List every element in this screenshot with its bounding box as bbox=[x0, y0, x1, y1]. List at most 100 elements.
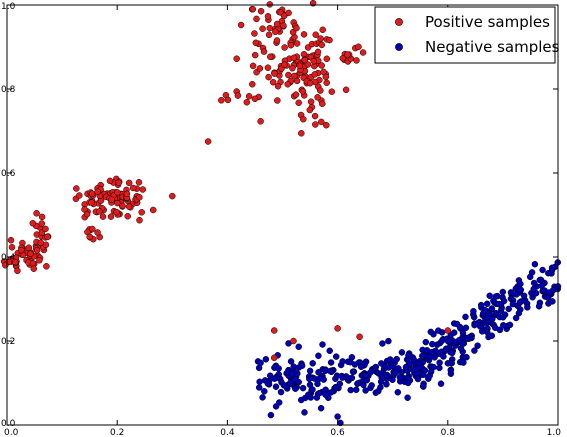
positive-sample-point bbox=[114, 189, 121, 196]
positive-sample-point bbox=[88, 199, 95, 206]
positive-sample-point bbox=[139, 186, 147, 193]
negative-sample-point bbox=[301, 409, 308, 416]
positive-sample-point bbox=[38, 213, 46, 221]
negative-sample-point bbox=[378, 374, 385, 381]
positive-sample-point bbox=[259, 25, 266, 32]
positive-sample-point bbox=[317, 35, 324, 42]
negative-sample-point bbox=[515, 309, 523, 317]
negative-sample-point bbox=[420, 371, 427, 378]
negative-sample-point bbox=[537, 276, 545, 284]
data-points-layer bbox=[0, 0, 562, 427]
negative-sample-point bbox=[422, 338, 430, 346]
positive-sample-point bbox=[129, 184, 137, 192]
negative-sample-point bbox=[477, 301, 485, 309]
negative-sample-point bbox=[362, 387, 369, 394]
negative-sample-point bbox=[275, 365, 282, 372]
negative-sample-point bbox=[277, 388, 285, 396]
negative-sample-point bbox=[319, 341, 326, 348]
positive-sample-point bbox=[300, 51, 308, 58]
positive-sample-point bbox=[18, 246, 25, 254]
negative-sample-point bbox=[548, 266, 556, 274]
negative-sample-point bbox=[392, 369, 399, 377]
negative-sample-point bbox=[535, 303, 543, 310]
positive-sample-point bbox=[29, 260, 37, 267]
positive-sample-point bbox=[149, 206, 157, 214]
legend-box bbox=[374, 6, 556, 64]
negative-sample-point bbox=[291, 376, 298, 383]
positive-sample-point bbox=[292, 91, 300, 98]
negative-sample-point bbox=[266, 372, 274, 379]
negative-sample-point bbox=[496, 300, 503, 308]
negative-sample-point bbox=[398, 349, 406, 356]
negative-sample-point bbox=[306, 367, 314, 375]
positive-sample-point bbox=[224, 96, 232, 104]
negative-sample-point bbox=[419, 383, 427, 390]
negative-sample-point bbox=[483, 319, 491, 327]
negative-sample-point bbox=[409, 366, 416, 373]
negative-sample-point bbox=[505, 305, 512, 313]
negative-sample-point bbox=[295, 364, 303, 371]
positive-sample-point bbox=[270, 354, 278, 362]
negative-sample-point bbox=[357, 363, 365, 371]
negative-sample-point bbox=[546, 289, 553, 296]
positive-sample-point bbox=[271, 70, 278, 77]
positive-sample-point bbox=[27, 250, 34, 258]
positive-sample-point bbox=[125, 203, 133, 210]
positive-sample-point bbox=[289, 64, 296, 72]
negative-sample-point bbox=[447, 366, 455, 374]
positive-sample-point bbox=[135, 179, 143, 186]
positive-sample-point bbox=[266, 24, 274, 32]
negative-sample-point bbox=[448, 349, 456, 357]
positive-sample-point bbox=[123, 190, 131, 198]
negative-sample-point bbox=[288, 370, 296, 378]
positive-sample-point bbox=[270, 327, 278, 334]
negative-sample-point bbox=[460, 359, 467, 366]
negative-sample-point bbox=[332, 353, 340, 360]
positive-sample-point bbox=[257, 118, 264, 125]
negative-sample-point bbox=[531, 260, 539, 268]
negative-sample-point bbox=[256, 378, 263, 386]
negative-sample-point bbox=[459, 329, 467, 337]
negative-sample-point bbox=[327, 359, 335, 366]
positive-sample-point bbox=[96, 208, 103, 215]
legend-marker-negative bbox=[395, 43, 403, 51]
negative-sample-point bbox=[261, 388, 268, 395]
negative-sample-point bbox=[430, 363, 437, 371]
positive-sample-point bbox=[136, 194, 143, 201]
positive-sample-point bbox=[318, 62, 325, 69]
positive-sample-point bbox=[30, 265, 38, 272]
plot-frame bbox=[6, 4, 559, 426]
positive-sample-point bbox=[245, 93, 253, 100]
negative-sample-point bbox=[396, 374, 404, 381]
negative-sample-point bbox=[287, 358, 295, 365]
negative-sample-point bbox=[486, 292, 493, 300]
negative-sample-point bbox=[271, 375, 278, 382]
positive-sample-point bbox=[317, 87, 324, 94]
negative-sample-point bbox=[404, 394, 411, 401]
negative-sample-point bbox=[316, 375, 323, 382]
negative-sample-point bbox=[478, 328, 486, 335]
negative-sample-point bbox=[299, 384, 307, 392]
x-tick-label: 0.8 bbox=[441, 428, 456, 437]
negative-sample-point bbox=[375, 387, 382, 395]
negative-sample-point bbox=[506, 321, 514, 329]
negative-sample-point bbox=[309, 360, 316, 367]
positive-sample-point bbox=[290, 54, 298, 62]
positive-sample-point bbox=[233, 55, 240, 62]
negative-sample-point bbox=[372, 363, 380, 371]
positive-sample-point bbox=[88, 190, 96, 197]
negative-sample-point bbox=[349, 368, 357, 375]
negative-sample-point bbox=[286, 379, 294, 387]
y-tick-label: 0.4 bbox=[1, 253, 16, 263]
positive-sample-point bbox=[344, 51, 351, 58]
negative-sample-point bbox=[463, 353, 470, 361]
negative-sample-point bbox=[545, 300, 552, 307]
positive-sample-point bbox=[342, 86, 350, 94]
negative-sample-point bbox=[257, 359, 264, 367]
positive-sample-point bbox=[76, 192, 83, 199]
positive-sample-point bbox=[37, 239, 45, 246]
positive-sample-point bbox=[7, 236, 15, 244]
negative-sample-point bbox=[334, 413, 341, 420]
positive-sample-point bbox=[353, 57, 360, 64]
